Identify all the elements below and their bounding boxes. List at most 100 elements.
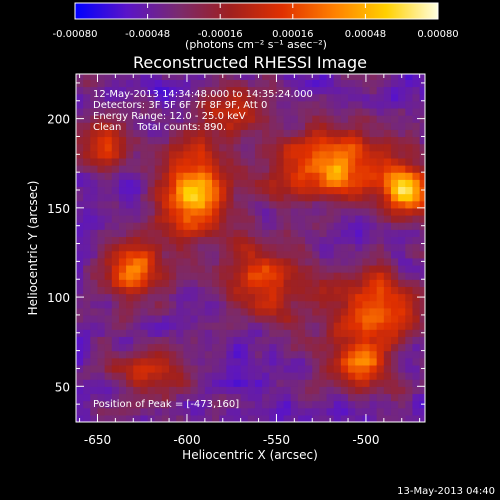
heatmap-cell (262, 115, 270, 123)
heatmap-cell (161, 243, 170, 252)
heatmap-cell (83, 414, 91, 422)
heatmap-cell (176, 286, 184, 295)
heatmap-cell (319, 379, 328, 387)
heatmap-cell (147, 293, 156, 302)
heatmap-cell (226, 100, 235, 109)
heatmap-cell (362, 329, 371, 337)
heatmap-cell (204, 143, 213, 152)
heatmap-cell (118, 186, 127, 195)
heatmap-cell (90, 250, 99, 259)
heatmap-cell (312, 157, 321, 166)
heatmap-cell (340, 86, 349, 95)
heatmap-cell (204, 179, 213, 188)
heatmap-cell (269, 314, 278, 323)
heatmap-cell (269, 129, 278, 138)
heatmap-cell (333, 193, 342, 202)
heatmap-cell (348, 300, 356, 309)
heatmap-cell (154, 193, 163, 202)
heatmap-cell (348, 222, 356, 230)
heatmap-cell (118, 214, 127, 223)
heatmap-cell (297, 107, 306, 116)
heatmap-cell (412, 279, 421, 287)
heatmap-cell (319, 150, 328, 159)
heatmap-cell (118, 243, 127, 252)
heatmap-cell (140, 329, 149, 337)
heatmap-cell (340, 129, 349, 138)
heatmap-cell (340, 400, 349, 409)
heatmap-cell (147, 214, 156, 223)
heatmap-cell (383, 100, 392, 109)
heatmap-cell (226, 186, 235, 195)
heatmap-cell (126, 322, 134, 330)
heatmap-cell (118, 329, 127, 337)
heatmap-cell (269, 364, 278, 373)
heatmap-cell (319, 250, 328, 259)
heatmap-cell (219, 186, 227, 195)
heatmap-cell (169, 329, 177, 337)
heatmap-cell (355, 150, 363, 159)
heatmap-cell (369, 272, 378, 280)
heatmap-cell (319, 207, 328, 216)
heatmap-cell (355, 293, 363, 302)
heatmap-cell (297, 129, 306, 138)
heatmap-cell (369, 93, 378, 102)
heatmap-cell (348, 86, 356, 95)
heatmap-cell (83, 86, 91, 95)
heatmap-cell (383, 272, 392, 280)
heatmap-cell (190, 364, 199, 373)
heatmap-cell (190, 386, 199, 395)
heatmap-cell (233, 407, 242, 416)
heatmap-cell (355, 93, 363, 102)
heatmap-cell (383, 236, 392, 245)
heatmap-cell (419, 200, 425, 209)
heatmap-cell (111, 250, 120, 259)
heatmap-cell (169, 414, 177, 422)
heatmap-cell (283, 314, 292, 323)
heatmap-cell (262, 279, 270, 287)
heatmap-cell (233, 136, 242, 145)
heatmap-cell (154, 357, 163, 366)
heatmap-cell (340, 172, 349, 180)
heatmap-cell (169, 293, 177, 302)
heatmap-cell (319, 86, 328, 95)
heatmap-cell (340, 257, 349, 266)
heatmap-cell (133, 74, 142, 80)
heatmap-cell (333, 165, 342, 173)
heatmap-cell (312, 257, 321, 266)
heatmap-cell (290, 379, 299, 387)
heatmap-cell (147, 86, 156, 95)
heatmap-cell (140, 165, 149, 173)
heatmap-cell (390, 107, 399, 116)
heatmap-cell (398, 357, 406, 366)
heatmap-cell (348, 364, 356, 373)
heatmap-cell (312, 343, 321, 352)
heatmap-cell (161, 107, 170, 116)
heatmap-cell (97, 107, 106, 116)
heatmap-cell (290, 257, 299, 266)
heatmap-cell (176, 193, 184, 202)
heatmap-cell (97, 414, 106, 422)
heatmap-cell (111, 136, 120, 145)
heatmap-cell (204, 136, 213, 145)
heatmap-cell (269, 229, 278, 237)
heatmap-cell (154, 136, 163, 145)
heatmap-cell (390, 364, 399, 373)
heatmap-cell (83, 107, 91, 116)
heatmap-cell (133, 350, 142, 359)
heatmap-cell (312, 279, 321, 287)
heatmap-cell (269, 186, 278, 195)
heatmap-cell (111, 115, 120, 123)
heatmap-cell (140, 372, 149, 380)
heatmap-cell (254, 79, 263, 88)
heatmap-cell (226, 107, 235, 116)
heatmap-cell (419, 286, 425, 295)
heatmap-cell (340, 236, 349, 245)
heatmap-cell (247, 343, 256, 352)
heatmap-cell (147, 364, 156, 373)
heatmap-cell (419, 179, 425, 188)
heatmap-cell (419, 93, 425, 102)
heatmap-cell (212, 172, 220, 180)
heatmap-cell (104, 122, 113, 130)
heatmap-cell (383, 200, 392, 209)
heatmap-cell (169, 172, 177, 180)
